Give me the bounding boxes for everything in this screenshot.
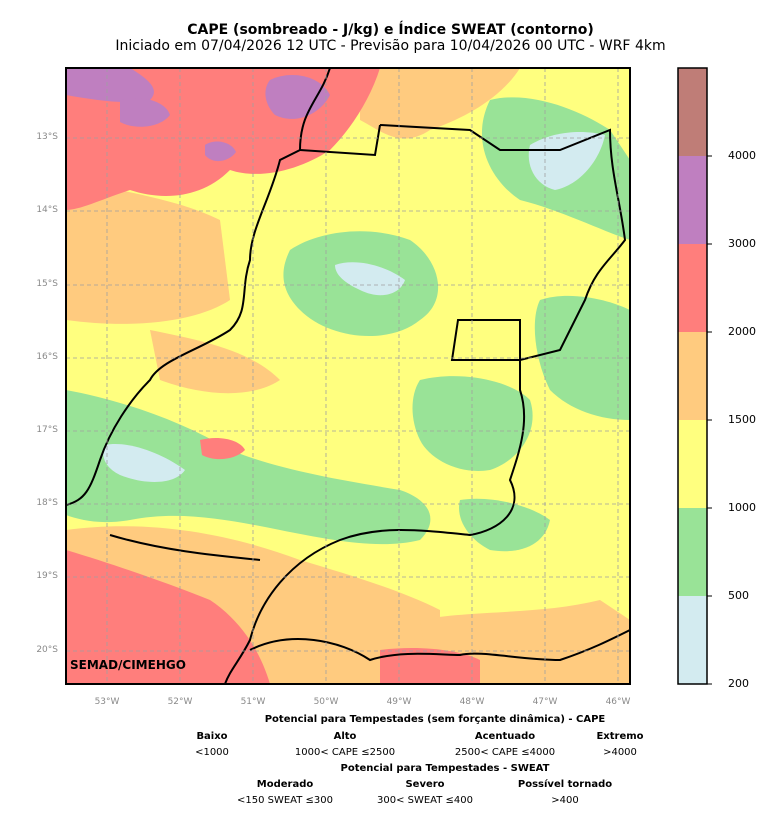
district-border xyxy=(450,319,521,361)
border-line xyxy=(299,124,381,157)
lon-label: 50°W xyxy=(313,697,339,707)
cape-region-lightblue xyxy=(103,444,185,482)
cape-level-range: 2500< CAPE ≤4000 xyxy=(454,747,556,758)
lon-label: 48°W xyxy=(459,697,485,707)
sweat-level-name: Severo xyxy=(405,779,445,790)
colorbar-label: 3000 xyxy=(728,237,756,250)
colorbar-segment xyxy=(678,68,707,156)
sweat-level-range: <150 SWEAT ≤300 xyxy=(236,795,333,806)
colorbar-label: 500 xyxy=(728,589,749,602)
cape-level-name: Baixo xyxy=(196,731,228,742)
lat-label: 18°S xyxy=(36,498,58,508)
cape-legend-title: Potencial para Tempestades (sem forçante… xyxy=(264,714,606,725)
map-title: CAPE (sombreado - J/kg) e Índice SWEAT (… xyxy=(187,22,594,38)
lat-label: 13°S xyxy=(36,132,58,142)
cape-level-name: Alto xyxy=(333,731,357,742)
border-line xyxy=(224,124,627,684)
border-line xyxy=(249,629,630,662)
cape-field xyxy=(66,68,630,684)
lat-label: 20°S xyxy=(36,645,58,655)
cape-region-red xyxy=(200,438,245,460)
lon-label: 47°W xyxy=(532,697,558,707)
colorbar-frame xyxy=(677,67,708,685)
sweat-level-range: 300< SWEAT ≤400 xyxy=(376,795,473,806)
credit-label: SEMAD/CIMEHGO xyxy=(70,658,186,672)
colorbar-label: 1500 xyxy=(728,413,756,426)
lat-label: 19°S xyxy=(36,571,58,581)
cape-level-name: Extremo xyxy=(596,731,644,742)
sweat-legend-title: Potencial para Tempestades - SWEAT xyxy=(340,763,550,774)
cape-region-green xyxy=(66,390,431,545)
colorbar-segment xyxy=(678,596,707,684)
border-line xyxy=(109,534,261,561)
colorbar-label: 2000 xyxy=(728,325,756,338)
colorbar-segment xyxy=(678,244,707,332)
colorbar-label: 4000 xyxy=(728,149,756,162)
lat-label: 15°S xyxy=(36,279,58,289)
lon-label: 51°W xyxy=(240,697,266,707)
map-subtitle: Iniciado em 07/04/2026 12 UTC - Previsão… xyxy=(115,38,666,54)
sweat-level-name: Moderado xyxy=(256,779,314,790)
cape-region-lightblue xyxy=(528,132,605,190)
state-borders xyxy=(66,68,630,684)
lon-label: 49°W xyxy=(386,697,412,707)
cape-region-red xyxy=(380,648,480,684)
lat-label: 14°S xyxy=(36,205,58,215)
cape-region-green xyxy=(459,498,550,552)
colorbar-label: 200 xyxy=(728,677,749,690)
colorbar-segment xyxy=(678,508,707,596)
cape-level-name: Acentuado xyxy=(474,731,536,742)
lat-label: 17°S xyxy=(36,425,58,435)
cape-region-green xyxy=(534,295,630,420)
graticule xyxy=(66,68,630,684)
lon-label: 53°W xyxy=(94,697,120,707)
cape-region-purple xyxy=(205,141,236,162)
cape-level-range: 1000< CAPE ≤2500 xyxy=(294,747,396,758)
lon-label: 52°W xyxy=(167,697,193,707)
cape-region-green xyxy=(412,376,533,471)
cape-region-purple xyxy=(265,75,330,119)
colorbar xyxy=(677,67,712,685)
cape-level-range: >4000 xyxy=(603,747,637,758)
colorbar-label: 1000 xyxy=(728,501,756,514)
lat-label: 16°S xyxy=(36,352,58,362)
cape-region-purple xyxy=(66,68,154,103)
map-frame xyxy=(65,67,631,685)
colorbar-segment xyxy=(678,156,707,244)
colorbar-segment xyxy=(678,420,707,508)
sweat-level-name: Possível tornado xyxy=(517,779,613,790)
cape-region-orange xyxy=(150,330,280,394)
lon-label: 46°W xyxy=(605,697,631,707)
cape-region-lightblue xyxy=(335,262,405,296)
sweat-level-range: >400 xyxy=(551,795,579,806)
cape-region-red xyxy=(66,550,270,684)
cape-level-range: <1000 xyxy=(195,747,229,758)
colorbar-segment xyxy=(678,332,707,420)
cape-region-purple xyxy=(120,98,170,127)
cape-region-orange xyxy=(360,68,520,139)
